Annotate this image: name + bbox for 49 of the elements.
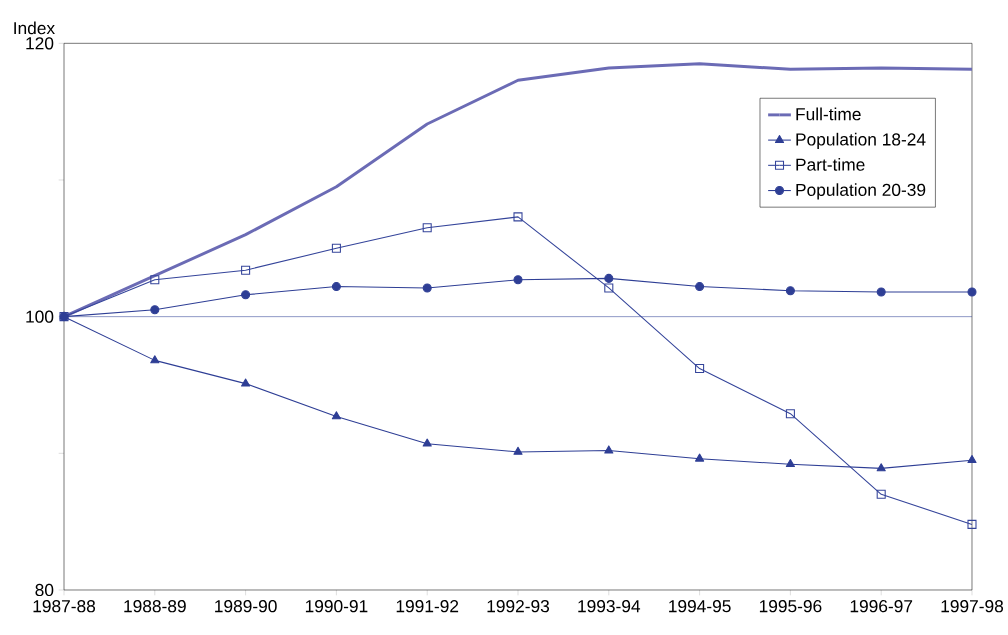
x-tick-label: 1993-94 [578,600,641,613]
x-tick-label: 1996-97 [850,600,913,613]
x-tick-label: 1989-90 [215,600,277,613]
point [150,275,160,285]
legend-label: Full-time [796,107,861,121]
x-tick-label: 1992-93 [487,600,550,613]
x-tick-label: 1988-89 [124,600,186,613]
point [876,287,886,297]
x-tick-label: 1997-98 [941,600,1004,613]
point [331,411,341,420]
point [785,409,795,419]
point [513,446,523,455]
x-tick-label: 1994-95 [669,600,731,613]
point [241,290,251,300]
x-tick-label: 1991-92 [396,600,459,613]
y-tick-label: 120 [26,37,54,50]
legend-label: Part-time [796,158,865,171]
point [604,445,614,454]
x-tick-label: 1987-88 [33,600,96,613]
point [422,438,432,447]
legend-label: Population 20-39 [796,183,926,200]
x-tick-label: 1995-96 [759,600,822,613]
point [150,305,160,315]
point [604,283,614,293]
point [876,463,886,472]
point [513,212,523,222]
point [241,265,251,275]
point [331,243,341,253]
y-tick-label: 100 [26,310,54,323]
point [331,282,341,292]
point [513,275,523,285]
legend-label: Population 18-24 [796,132,926,149]
point [241,378,251,387]
point [695,453,705,462]
point [785,286,795,296]
point [785,459,795,468]
point [967,519,977,529]
x-tick-label: 1990-91 [305,600,368,613]
point [967,454,977,464]
point [604,273,614,283]
point [150,355,160,364]
point [695,282,705,292]
point [422,223,432,233]
y-tick-label: 80 [35,583,54,597]
point [695,364,705,374]
point [967,287,977,297]
point [876,489,886,499]
y-axis-title: Index [14,21,55,35]
point [422,283,432,293]
